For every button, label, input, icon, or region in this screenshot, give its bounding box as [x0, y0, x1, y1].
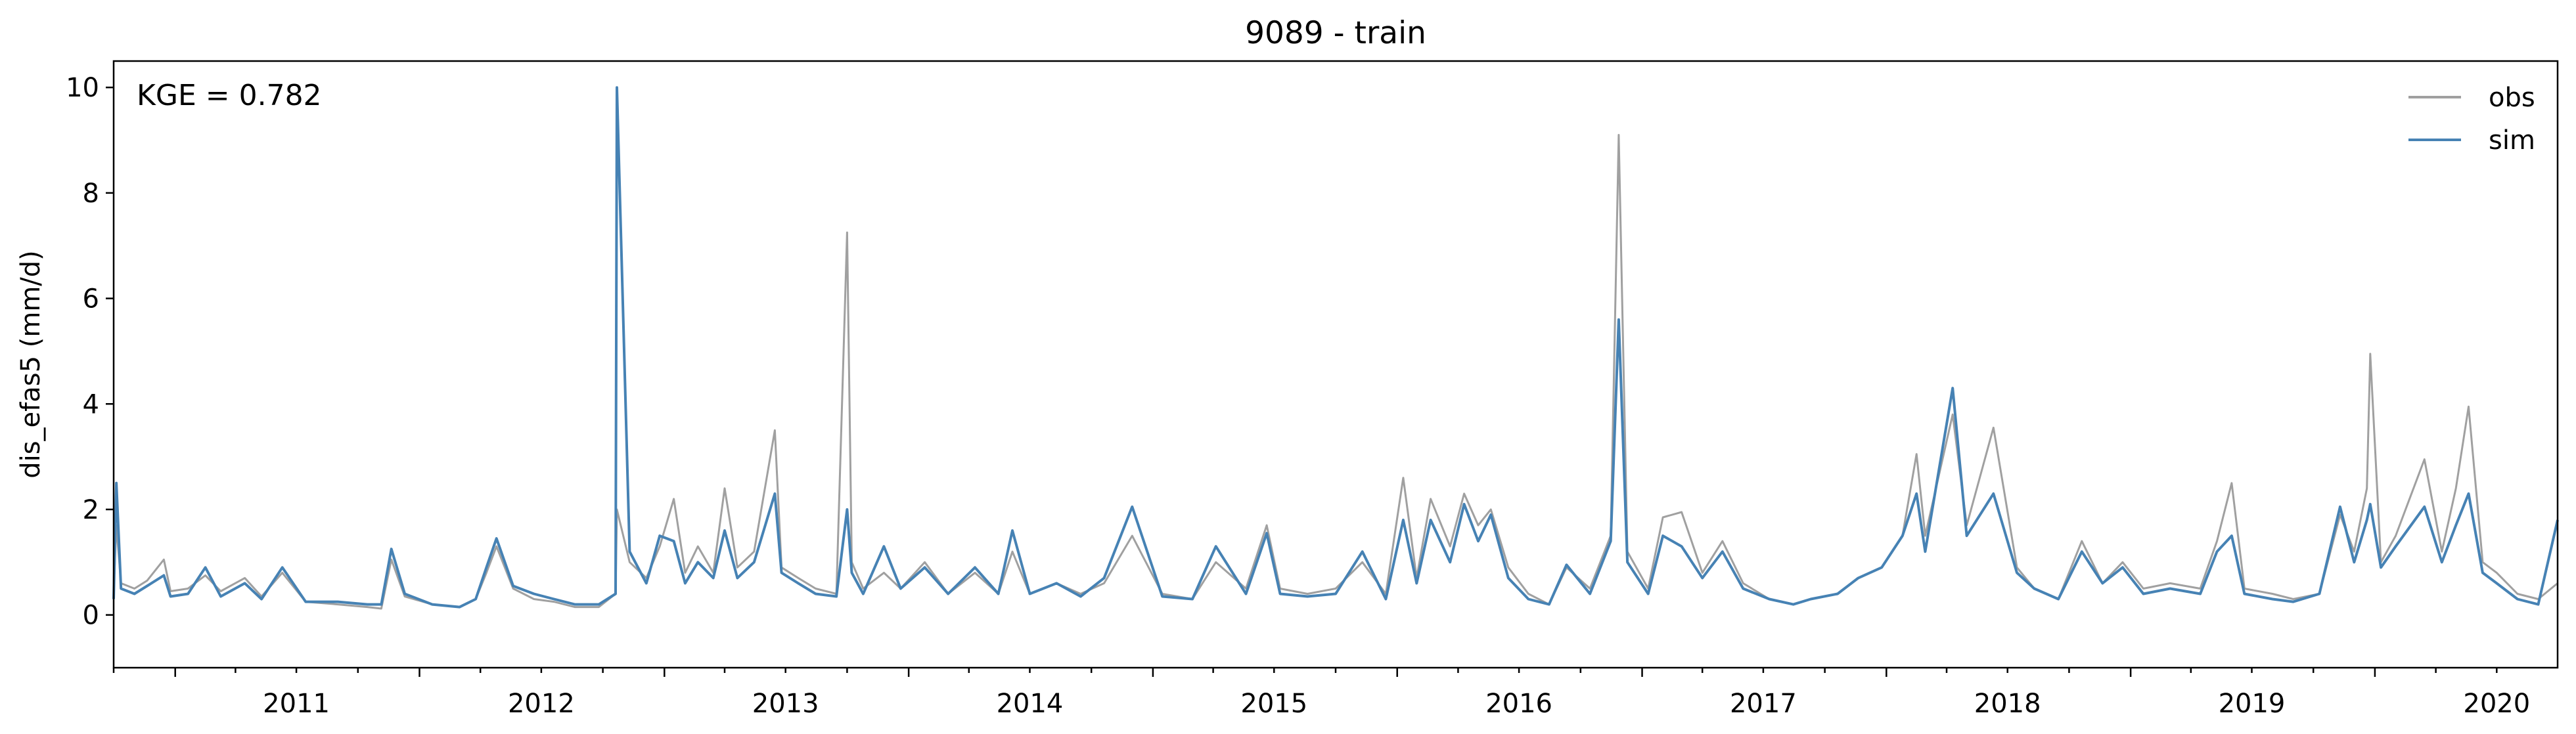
legend: obs sim	[2408, 83, 2535, 156]
chart-title: 9089 - train	[1245, 15, 1426, 51]
y-ticks: 0 2 4 6 8 10	[66, 73, 114, 631]
kge-annotation: KGE = 0.782	[137, 79, 322, 112]
legend-label-obs: obs	[2489, 83, 2535, 113]
legend-label-sim: sim	[2489, 125, 2535, 156]
y-tick-label: 0	[83, 601, 99, 631]
series-line-sim	[112, 86, 2559, 609]
x-tick-label: 2014	[997, 689, 1064, 719]
plot-frame	[112, 60, 2559, 669]
y-tick-label: 10	[66, 73, 99, 103]
y-tick-label: 2	[83, 495, 99, 525]
y-axis-label: dis_efas5 (mm/d)	[16, 250, 46, 479]
x-tick-label: 2016	[1485, 689, 1552, 719]
x-tick-label: 2020	[2463, 689, 2530, 719]
x-tick-label: 2017	[1730, 689, 1797, 719]
x-tick-label: 2018	[1974, 689, 2041, 719]
series-line-obs	[112, 134, 2558, 610]
x-tick-label: 2019	[2219, 689, 2286, 719]
series-layer	[112, 86, 2559, 610]
x-ticks: 2011 2012 2013 2014 2015 2016 2017 2018 2019 2020	[112, 668, 2530, 719]
x-tick-label: 2015	[1240, 689, 1307, 719]
x-tick-label: 2011	[263, 689, 330, 719]
y-tick-label: 8	[83, 179, 99, 209]
x-tick-label: 2013	[752, 689, 819, 719]
y-tick-label: 6	[83, 284, 99, 314]
x-tick-label: 2012	[508, 689, 575, 719]
y-tick-label: 4	[83, 389, 99, 420]
